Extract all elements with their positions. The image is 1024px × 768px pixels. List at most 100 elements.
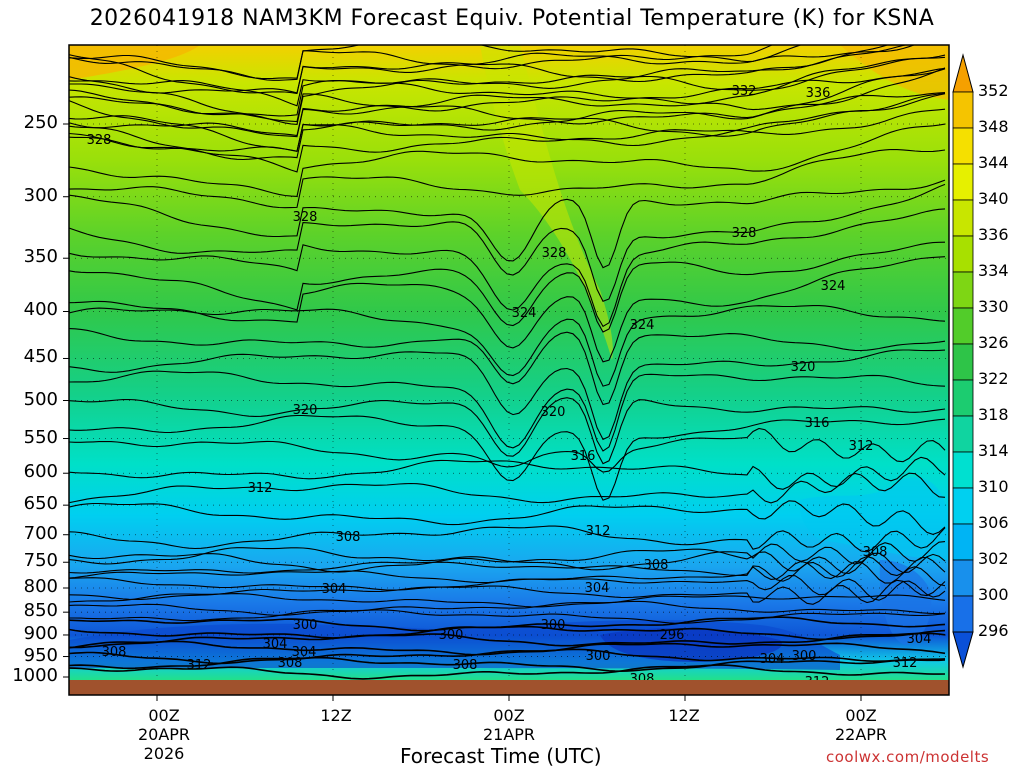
contour-label: 304 <box>263 637 288 652</box>
contour-line <box>69 45 916 95</box>
contour-line <box>69 370 946 452</box>
contour-label: 308 <box>278 656 303 671</box>
x-tick-time: 12Z <box>320 706 352 725</box>
contour-label: 328 <box>542 246 567 261</box>
contour-line <box>69 92 946 152</box>
contour-line <box>69 45 908 107</box>
y-tick-label: 1000 <box>12 665 58 686</box>
x-tick-year: 2026 <box>143 744 185 763</box>
colorbar-segment <box>952 379 974 417</box>
contour-line <box>69 560 946 587</box>
x-tick-date: 20APR <box>137 725 191 744</box>
colorbar-segment <box>952 91 974 129</box>
contour-line <box>69 148 946 209</box>
colorbar-bottom-arrow <box>952 631 974 669</box>
y-tick-label: 550 <box>23 426 58 448</box>
contour-label: 336 <box>806 86 831 101</box>
x-tick-label: 00Z 22APR <box>821 706 901 744</box>
contour-label: 308 <box>102 645 127 660</box>
x-tick-time: 00Z <box>148 706 180 725</box>
contour-line <box>69 92 946 153</box>
y-tick-label: 900 <box>23 622 58 644</box>
warm-top-left-patch <box>69 45 200 80</box>
contour-line <box>69 67 946 137</box>
contour-label: 300 <box>586 649 611 664</box>
contour-label: 304 <box>760 652 785 667</box>
colorbar-label: 314 <box>978 441 1009 460</box>
contour-line <box>69 664 946 680</box>
contour-label: 308 <box>644 558 669 573</box>
colorbar-segment <box>952 559 974 597</box>
y-tick-label: 850 <box>23 600 58 622</box>
colorbar-segment <box>952 415 974 453</box>
contour-line <box>69 656 946 673</box>
y-tick-label: 400 <box>23 299 58 321</box>
contour-line <box>69 305 946 387</box>
contour-label: 316 <box>805 416 830 431</box>
contour-line <box>69 414 946 501</box>
contour-label: 328 <box>87 133 112 148</box>
contour-line <box>69 632 946 649</box>
contour-label: 324 <box>512 306 537 321</box>
contour-line <box>69 541 946 571</box>
colorbar-segment <box>952 271 974 309</box>
contour-label: 300 <box>541 618 566 633</box>
contour-line <box>69 427 946 473</box>
contour-label: 332 <box>732 84 757 99</box>
contour-line <box>69 241 946 333</box>
y-tick-label: 700 <box>23 522 58 544</box>
contour-line <box>69 45 889 94</box>
colorbar-segment <box>952 235 974 273</box>
y-tick-marks <box>63 123 69 678</box>
contour-line <box>69 575 946 601</box>
contour-line <box>69 93 946 161</box>
colorbar-segment <box>952 487 974 525</box>
contour-line <box>69 500 946 535</box>
colorbar-label: 330 <box>978 297 1009 316</box>
contour-label: 312 <box>893 656 918 671</box>
contour-label: 312 <box>187 658 212 673</box>
colorbar-label: 306 <box>978 513 1009 532</box>
contour-line <box>69 56 946 125</box>
contour-label: 300 <box>792 649 817 664</box>
contour-label: 296 <box>660 628 685 643</box>
colorbar-label: 296 <box>978 621 1009 640</box>
contour-line <box>69 123 946 197</box>
x-tick-date: 22APR <box>834 725 888 744</box>
colorbar-label: 334 <box>978 261 1009 280</box>
y-tick-label: 300 <box>23 184 58 206</box>
contour-line <box>69 609 946 624</box>
contour-label: 312 <box>849 439 874 454</box>
colorbar-label: 302 <box>978 549 1009 568</box>
y-tick-label: 950 <box>23 644 58 666</box>
right-cyan-patch <box>799 477 949 560</box>
chart-title: 2026041918 NAM3KM Forecast Equiv. Potent… <box>89 6 935 31</box>
contour-line <box>69 456 946 490</box>
contour-line <box>69 472 946 504</box>
contour-label: 320 <box>791 360 816 375</box>
contour-label: 324 <box>630 318 655 333</box>
contour-label: 312 <box>586 524 611 539</box>
colorbar-label: 348 <box>978 117 1009 136</box>
colorbar-label: 310 <box>978 477 1009 496</box>
contour-label: 324 <box>821 279 846 294</box>
x-axis-title: Forecast Time (UTC) <box>400 744 602 768</box>
contour-label: 312 <box>248 481 273 496</box>
colorbar <box>952 53 974 669</box>
x-tick-marks <box>156 695 862 701</box>
colorbar-label: 344 <box>978 153 1009 172</box>
contour-label: 308 <box>863 545 888 560</box>
contour-line <box>69 256 946 363</box>
contour-line <box>69 179 946 269</box>
contour-line <box>69 328 946 406</box>
x-tick-label: 00Z 20APR 2026 <box>124 706 204 763</box>
contour-line <box>69 183 946 302</box>
x-tick-label: 00Z 21APR <box>469 706 549 744</box>
contour-line <box>69 600 946 616</box>
colorbar-segment <box>952 307 974 345</box>
credit-link[interactable]: coolwx.com/modelts <box>826 748 990 766</box>
colorbar-label: 326 <box>978 333 1009 352</box>
contour-label: 308 <box>453 658 478 673</box>
y-tick-label: 500 <box>23 388 58 410</box>
